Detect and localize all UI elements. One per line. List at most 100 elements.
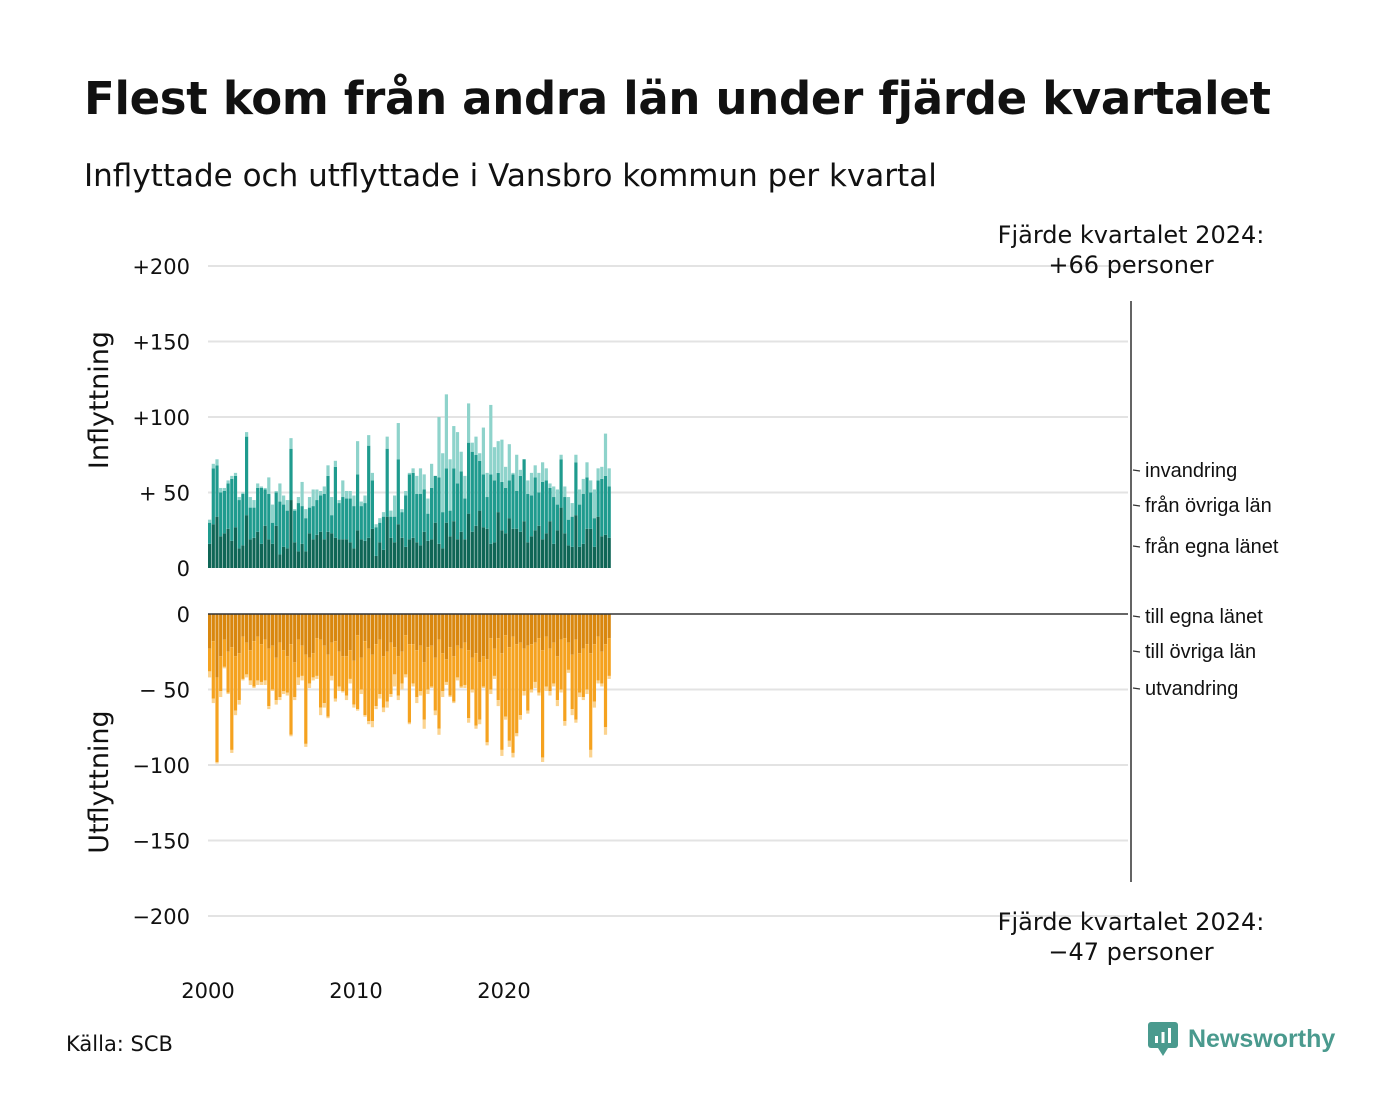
bar-segment [370, 654, 374, 722]
bar-segment [522, 459, 526, 522]
bar-segment [259, 543, 263, 568]
bar-segment [441, 453, 445, 513]
bar-segment [381, 516, 386, 550]
bar-segment [589, 614, 593, 654]
bar-segment [330, 614, 334, 643]
bar-segment [367, 537, 371, 568]
bar-segment [396, 695, 400, 701]
bar-segment [315, 489, 319, 501]
bar-segment [315, 675, 319, 679]
bar-segment [211, 614, 215, 642]
bar-segment [226, 528, 230, 568]
bar-segment [319, 531, 323, 568]
bar-segment [504, 614, 508, 636]
y-tick-label: + 50 [139, 482, 190, 506]
bar-segment [555, 504, 559, 531]
bar-segment [470, 531, 474, 568]
bar-segment [596, 516, 600, 568]
y-tick-label: − 50 [139, 679, 190, 703]
series-label-tick [1132, 504, 1141, 507]
bar-segment [407, 722, 411, 725]
bar-segment [404, 674, 408, 678]
bar-segment [348, 542, 352, 568]
bar-segment [589, 480, 593, 493]
x-tick-label: 2020 [477, 979, 530, 1003]
bar-segment [307, 614, 312, 658]
bar-segment [422, 662, 426, 720]
bar-segment [489, 474, 493, 544]
bar-segment [592, 489, 596, 519]
bar-segment [526, 710, 530, 714]
bar-segment [237, 548, 241, 568]
bar-segment [300, 506, 304, 544]
bar-segment [448, 459, 452, 511]
y-tick-label: −200 [132, 905, 190, 929]
bar-segment [522, 691, 526, 696]
bar-segment [304, 551, 308, 568]
bar-segment [252, 507, 256, 538]
bar-segment [415, 542, 419, 568]
bar-segment [326, 475, 330, 532]
bar-segment [515, 644, 519, 734]
bar-segment [233, 527, 238, 568]
bar-segment [333, 641, 337, 699]
bar-segment [341, 539, 345, 568]
bar-segment [467, 513, 471, 568]
bar-segment [230, 540, 234, 568]
bar-segment [607, 486, 611, 538]
bar-segment [344, 490, 349, 499]
bar-segment [341, 691, 345, 693]
bar-segment [282, 504, 286, 547]
y-tick-label: +150 [132, 331, 190, 355]
bar-segment [511, 528, 515, 568]
bar-segment [230, 475, 234, 479]
bar-segment [529, 472, 534, 496]
bar-segment [296, 614, 300, 640]
bar-segment [459, 471, 463, 532]
bar-segment [230, 478, 234, 541]
bar-segment [485, 659, 489, 743]
bar-segment [381, 707, 386, 713]
bar-segment [226, 692, 230, 695]
bar-segment [293, 509, 297, 511]
bar-segment [563, 533, 567, 568]
bar-segment [566, 642, 571, 670]
y-axis-label: Utflyttning [84, 710, 115, 853]
bar-segment [289, 614, 293, 645]
bar-segment [330, 642, 334, 676]
bar-segment [385, 448, 389, 517]
bar-segment [455, 483, 460, 540]
bar-segment [233, 472, 238, 476]
bar-segment [592, 518, 596, 547]
bar-segment [555, 614, 559, 657]
bar-segment [393, 495, 397, 517]
bar-segment [367, 614, 371, 649]
bar-segment [581, 648, 585, 698]
bar-segment [433, 475, 437, 523]
bar-segment [596, 680, 600, 684]
bar-segment [208, 648, 212, 672]
bar-segment [467, 442, 471, 514]
bar-segment [600, 466, 604, 479]
bar-segment [378, 614, 382, 640]
bar-segment [333, 537, 337, 568]
bar-segment [378, 542, 382, 568]
annotation-top-line2: +66 personer [1048, 251, 1213, 279]
bar-segment [522, 521, 526, 568]
bar-segment [563, 497, 567, 534]
bar-segment [374, 644, 378, 707]
bar-segment [537, 525, 541, 568]
bar-segment [378, 639, 382, 695]
bar-segment [603, 727, 608, 735]
bar-segment [559, 459, 563, 508]
bar-segment [578, 653, 582, 693]
bar-segment [581, 697, 585, 701]
bar-segment [378, 694, 382, 699]
bar-segment [581, 614, 585, 649]
series-label: till egna länet [1145, 606, 1263, 628]
bar-segment [559, 639, 563, 690]
bar-segment [504, 533, 508, 568]
bar-segment [378, 522, 382, 543]
bar-segment [441, 691, 445, 698]
bar-segment [585, 689, 589, 695]
